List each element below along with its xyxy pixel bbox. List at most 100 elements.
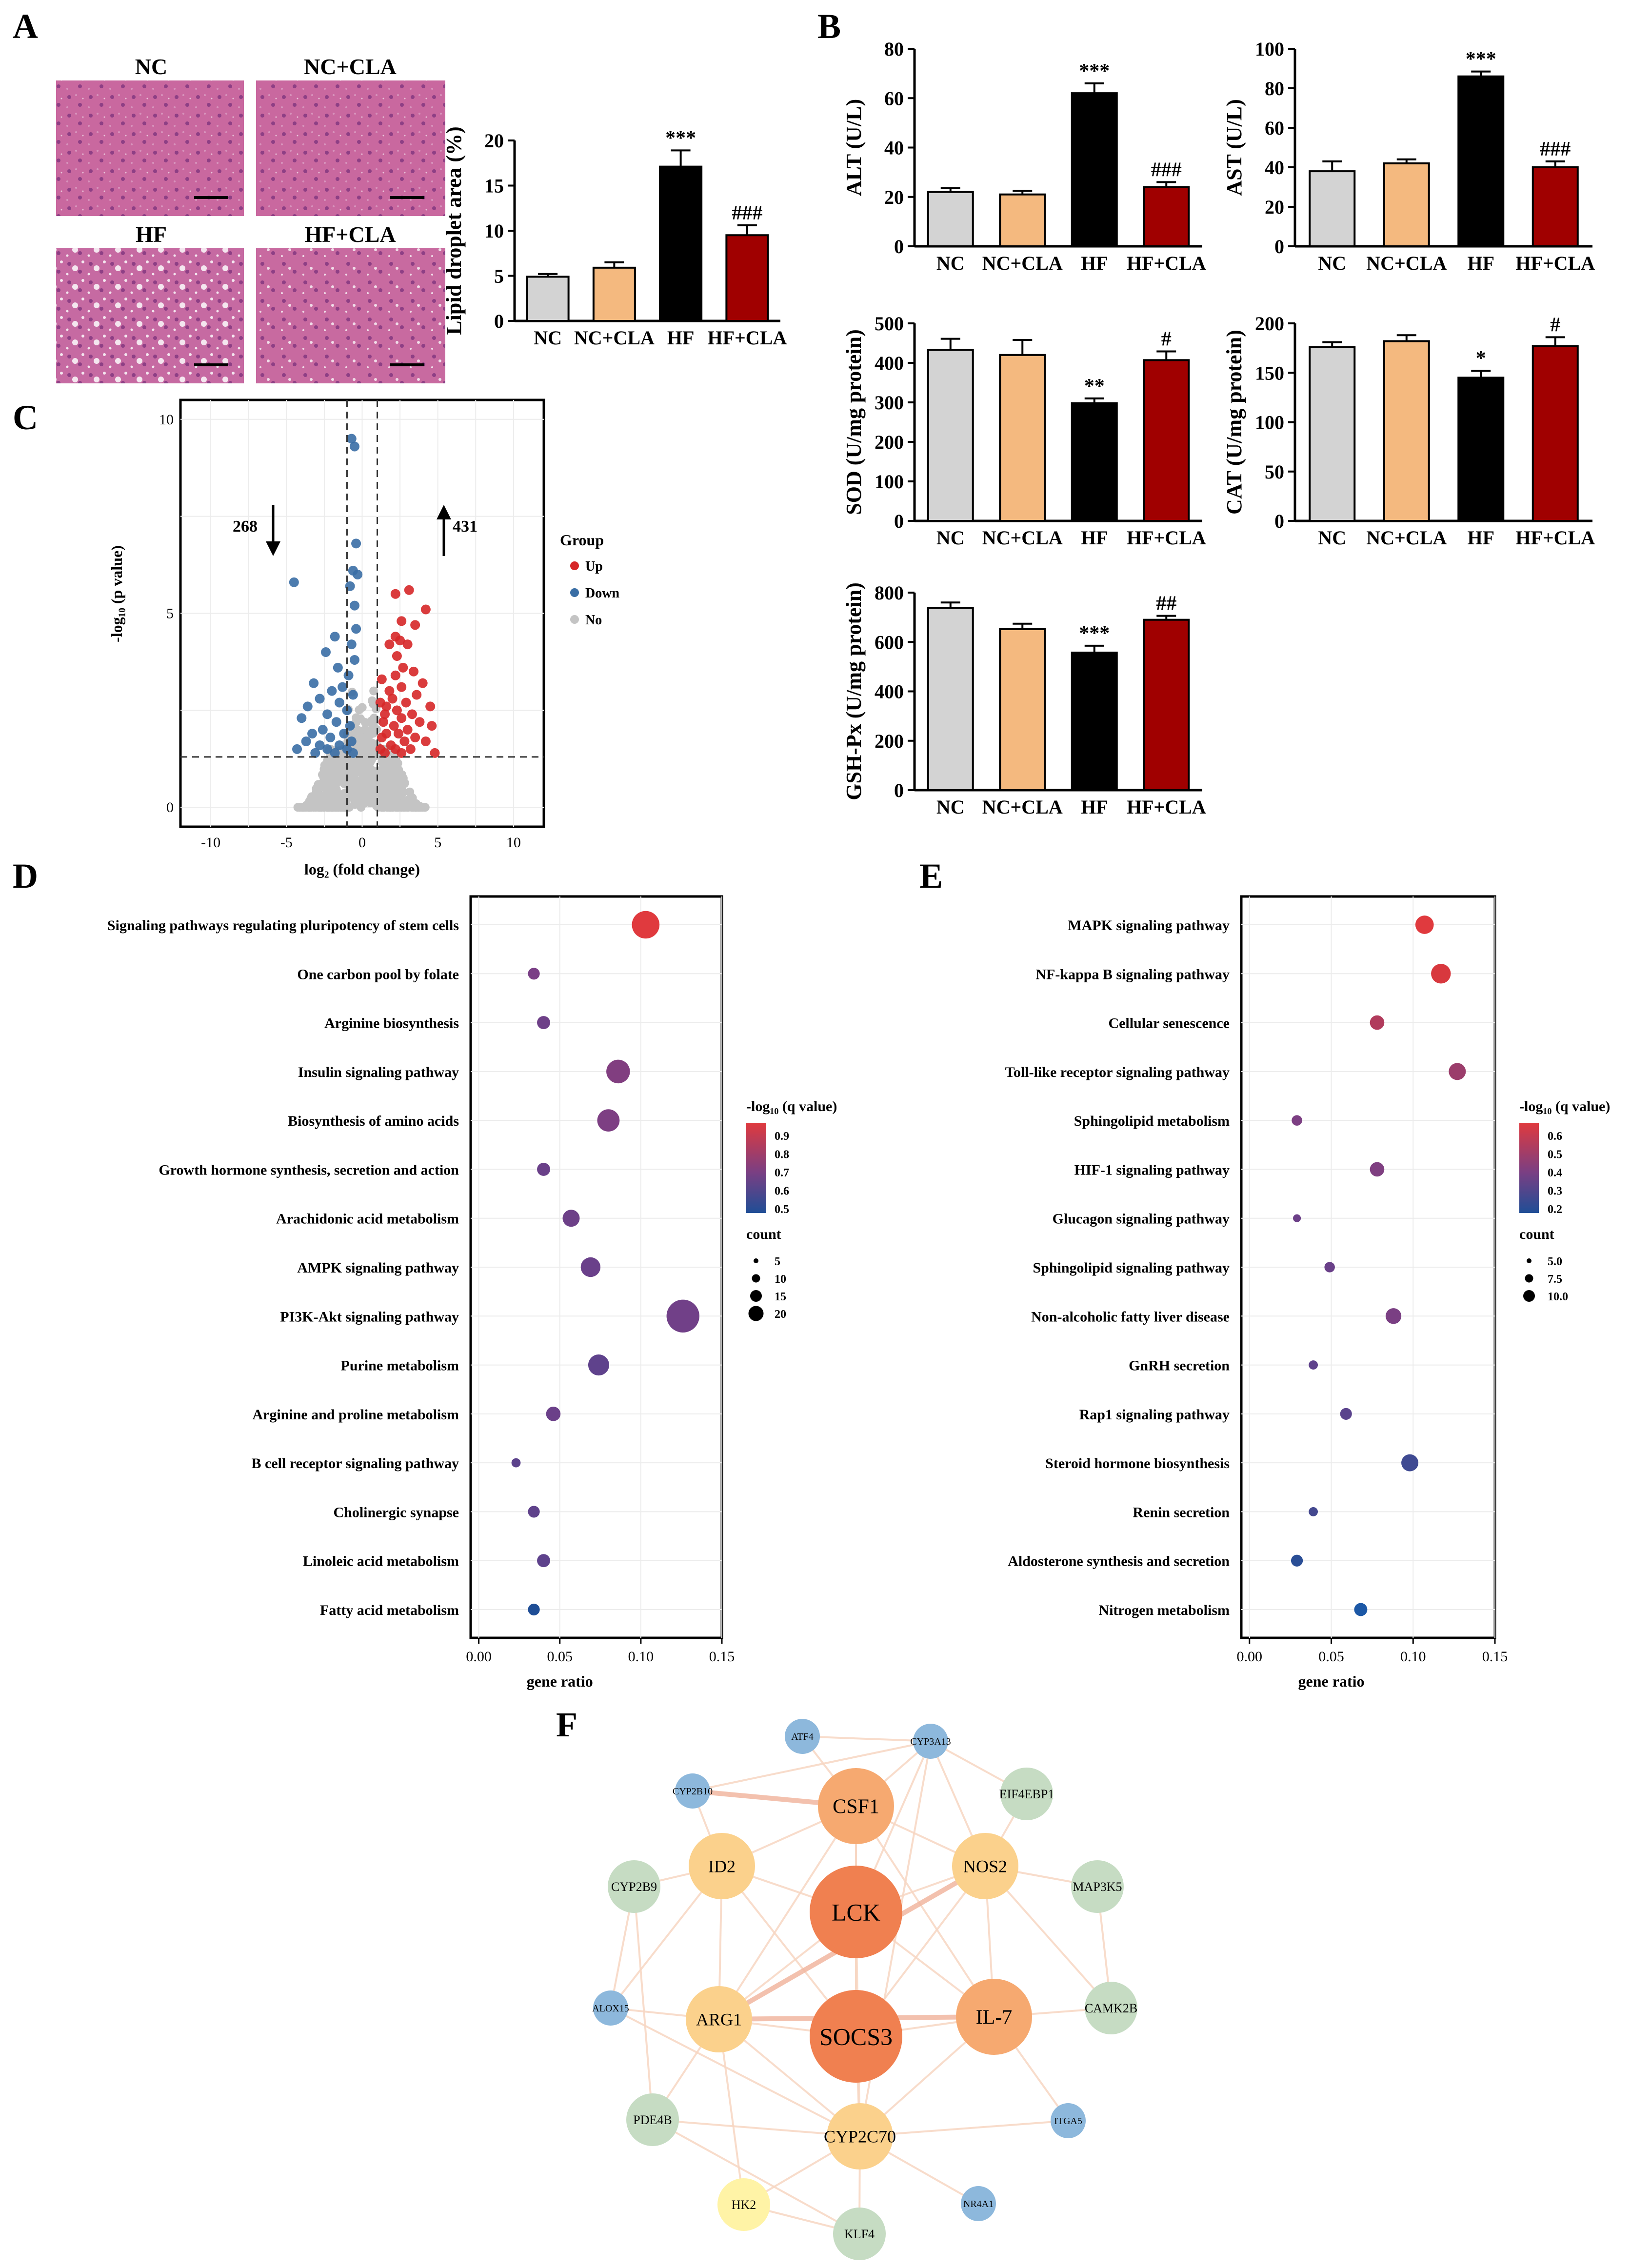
volcano-x-tick-label: 5 [434, 835, 441, 851]
volcano-x-tick-label: -5 [280, 835, 293, 851]
size-legend-label: 5 [775, 1255, 780, 1268]
pathway-dot [537, 1016, 550, 1030]
pathway-label: Biosynthesis of amino acids [288, 1113, 459, 1129]
network-node-circle [810, 1990, 902, 2083]
volcano-point-down [349, 441, 359, 452]
dotplot-x-tick-label: 0.05 [1318, 1649, 1344, 1665]
volcano-legend-swatch [570, 615, 579, 624]
pathway-label: MAPK signaling pathway [1068, 917, 1230, 934]
volcano-point-down [322, 709, 333, 719]
volcano-point-up [378, 717, 388, 727]
network-node-id2: ID2 [689, 1833, 755, 1899]
network-node-circle [717, 2178, 770, 2231]
volcano-point-no [358, 703, 367, 712]
x-tick-label-alt: HF+CLA [1127, 252, 1206, 274]
x-tick-label-cat: NC+CLA [1366, 527, 1447, 549]
network-node-circle [689, 1833, 755, 1899]
x-tick-label-sod: NC [936, 527, 965, 549]
size-legend-dot [1527, 1258, 1532, 1263]
dotplot-x-tick-label: 0.15 [1482, 1649, 1508, 1665]
volcano-point-no [354, 778, 363, 788]
volcano-legend-title: Group [560, 531, 604, 549]
significance-mark-cat: * [1476, 347, 1486, 370]
pathway-dot [528, 968, 540, 980]
network-node-label: NOS2 [963, 1857, 1007, 1876]
y-tick-label-cat: 200 [1255, 313, 1284, 335]
network-edge [610, 2007, 860, 2137]
color-legend-tick: 0.5 [775, 1203, 789, 1216]
volcano-point-no [380, 793, 389, 802]
volcano-point-no [404, 803, 413, 812]
volcano-x-tick-label: 10 [506, 835, 521, 851]
network-node-cyp3a13: CYP3A13 [910, 1724, 951, 1759]
volcano-point-no [328, 803, 338, 812]
volcano-point-no [395, 779, 404, 788]
pathway-label: AMPK signaling pathway [297, 1260, 459, 1276]
pathway-dot [632, 911, 660, 939]
size-legend-title: count [1519, 1226, 1554, 1242]
y-axis-label-lipid: Lipid droplet area (%) [442, 126, 466, 335]
pathway-label: Growth hormone synthesis, secretion and … [159, 1162, 459, 1178]
x-tick-label-gsh: HF [1081, 796, 1108, 818]
kegg-dotplot-kegg-d: Signaling pathways regulating pluripoten… [107, 895, 837, 1690]
network-edge [855, 1805, 995, 2018]
volcano-point-down [353, 569, 363, 579]
size-legend-label: 5.0 [1548, 1255, 1562, 1268]
pathway-dot [1324, 1262, 1335, 1273]
y-tick-label-alt: 40 [884, 137, 904, 159]
micrograph-hf [56, 248, 244, 383]
bar-alt [1071, 92, 1118, 247]
network-node-label: LCK [832, 1899, 880, 1926]
y-axis-label-ast: AST (U/L) [1222, 99, 1246, 196]
volcano-point-down [315, 740, 325, 750]
dotplot-x-tick-label: 0.10 [1400, 1649, 1426, 1665]
pathway-label: Sphingolipid metabolism [1074, 1113, 1230, 1129]
network-node-label: ID2 [708, 1857, 736, 1876]
volcano-legend-label: Down [585, 586, 619, 601]
x-tick-label-cat: HF [1467, 527, 1494, 549]
bar-chart-cat: 0 50 100 150 200 CAT (U/mg protein) NC NC+CLA * H… [1222, 313, 1595, 549]
micrograph-label-nc-cla: NC+CLA [304, 54, 397, 79]
volcano-point-down [330, 632, 340, 642]
volcano-point-up [398, 662, 408, 673]
volcano-point-up [420, 604, 431, 615]
network-node-circle [626, 2093, 679, 2146]
micrograph-label-nc: NC [135, 54, 167, 79]
network-node-klf4: KLF4 [833, 2208, 886, 2260]
pathway-dot [537, 1554, 550, 1568]
bar-cat [1457, 377, 1505, 522]
pathway-label: HIF-1 signaling pathway [1074, 1162, 1230, 1178]
volcano-point-down [292, 744, 302, 754]
micrograph-label-hf-cla: HF+CLA [304, 222, 396, 247]
volcano-x-tick-label: 0 [358, 835, 366, 851]
y-tick-label-sod: 400 [875, 352, 904, 374]
x-tick-label-alt: NC [936, 252, 965, 274]
volcano-point-no [393, 758, 402, 768]
bar-gsh [999, 628, 1046, 792]
bar-chart-gsh: 0 200 400 600 800 GSH-Px (U/mg protein) NC NC+C… [842, 582, 1206, 818]
significance-mark-alt: ### [1151, 159, 1182, 181]
network-node-circle [1000, 1768, 1053, 1820]
x-tick-label-lipid: NC [534, 327, 562, 349]
network-node-circle [1085, 1982, 1137, 2034]
micrograph-nc-cla [256, 80, 445, 216]
panel-letter-d: D [13, 856, 38, 895]
network-node-circle [956, 1979, 1032, 2055]
color-legend-title: -log₁₀ (q value) [1519, 1098, 1610, 1114]
dotplot-x-axis-label: gene ratio [1298, 1672, 1365, 1690]
volcano-y-tick-label: 0 [166, 799, 174, 816]
network-node-circle [952, 1833, 1018, 1899]
x-tick-label-ast: NC [1318, 252, 1346, 274]
panel-letter-b: B [817, 7, 841, 46]
volcano-point-no [345, 786, 355, 795]
significance-mark-lipid: *** [665, 127, 696, 149]
volcano-point-no [367, 696, 377, 705]
bar-ast [1309, 170, 1356, 247]
pathway-dot [1293, 1214, 1301, 1222]
volcano-point-up [390, 670, 400, 680]
network-node-circle [785, 1719, 820, 1754]
significance-mark-gsh: *** [1079, 622, 1110, 645]
volcano-point-up [389, 721, 399, 731]
network-node-label: ALOX15 [592, 2003, 629, 2014]
bar-ast [1383, 162, 1430, 247]
